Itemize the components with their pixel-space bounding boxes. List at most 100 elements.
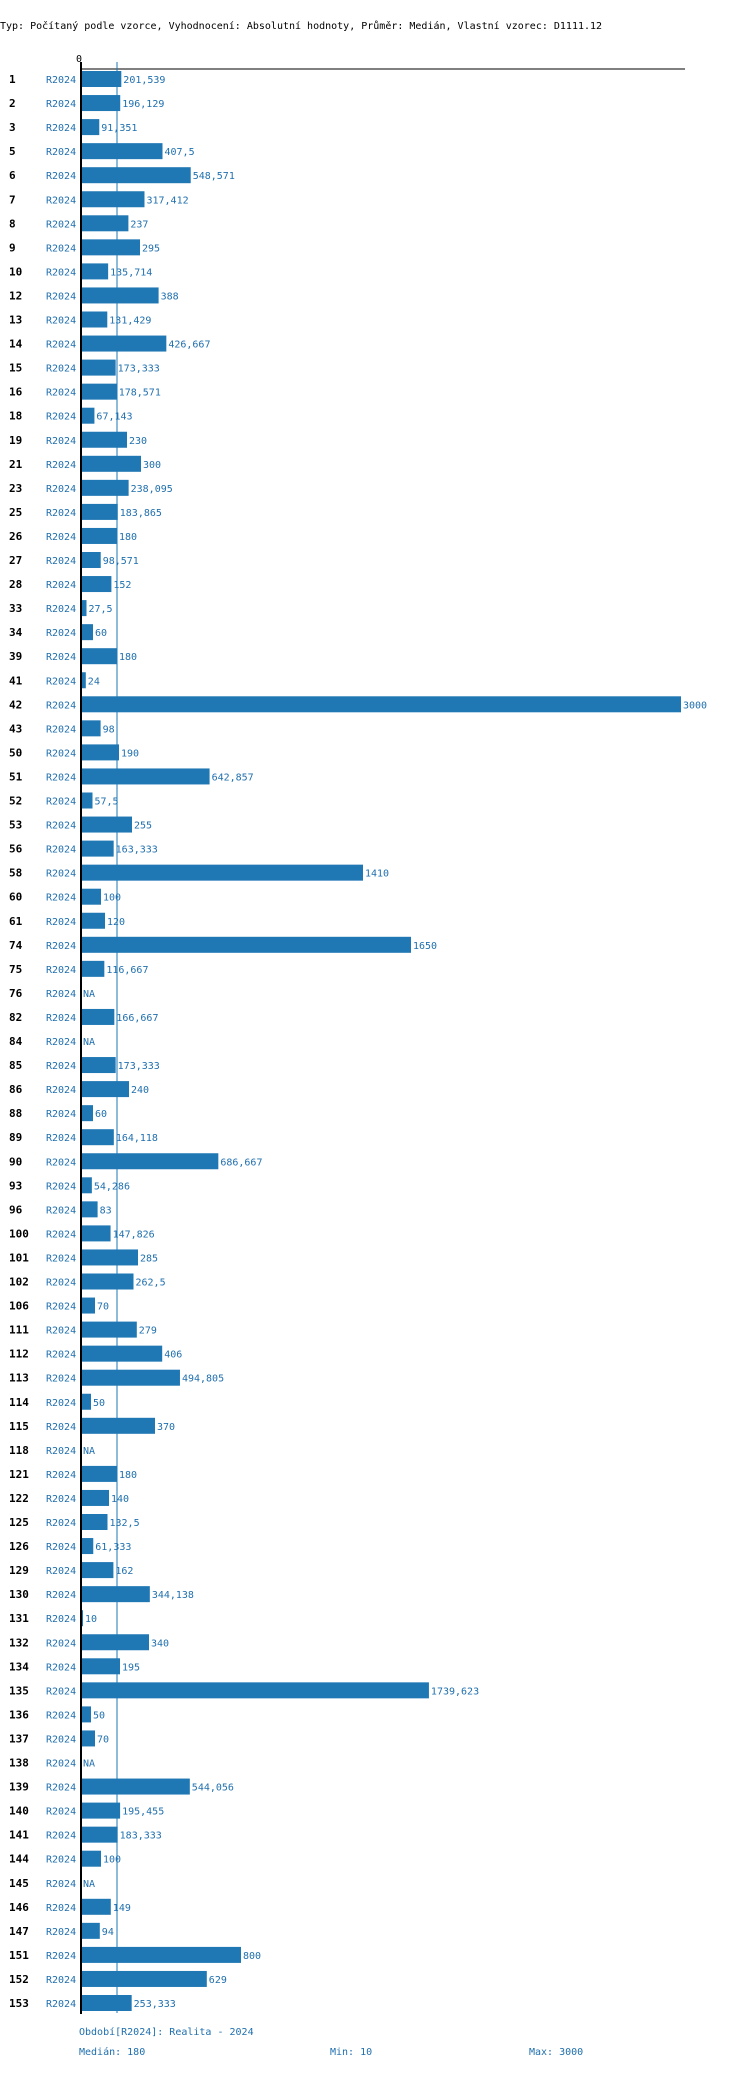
bar-13	[81, 311, 108, 328]
row-id-label: 3	[9, 121, 16, 134]
data-label-7: 317,412	[146, 195, 188, 206]
bar-26	[81, 527, 117, 544]
row-series-label: R2024	[46, 1181, 76, 1192]
bar-114	[81, 1393, 91, 1410]
row-id-label: 114	[9, 1396, 29, 1409]
row-id-label: 74	[9, 939, 23, 952]
row-series-label: R2024	[46, 1398, 76, 1409]
bar-134	[81, 1658, 120, 1675]
row-series-label: R2024	[46, 364, 76, 375]
row-id-label: 112	[9, 1348, 29, 1361]
row-id-label: 16	[9, 386, 23, 399]
data-label-51: 642,857	[212, 772, 254, 783]
row-id-label: 82	[9, 1011, 22, 1024]
data-label-144: 100	[103, 1855, 121, 1866]
data-label-3: 91,351	[101, 123, 137, 134]
bar-136	[81, 1706, 91, 1723]
bar-144	[81, 1850, 101, 1867]
data-label-153: 253,333	[134, 1999, 176, 2010]
data-label-106: 70	[97, 1302, 109, 1313]
bar-61	[81, 912, 105, 929]
row-series-label: R2024	[46, 99, 76, 110]
bar-8	[81, 215, 129, 232]
row-series-label: R2024	[46, 1759, 76, 1770]
bar-132	[81, 1634, 149, 1651]
row-series-label: R2024	[46, 195, 76, 206]
row-series-label: R2024	[46, 1350, 76, 1361]
row-series-label: R2024	[46, 219, 76, 230]
bar-60	[81, 888, 101, 905]
row-id-label: 122	[9, 1492, 29, 1505]
bar-102	[81, 1273, 134, 1290]
data-label-113: 494,805	[182, 1374, 224, 1385]
data-label-129: 162	[115, 1566, 133, 1577]
bar-100	[81, 1225, 111, 1242]
row-series-label: R2024	[46, 797, 76, 808]
bar-82	[81, 1008, 115, 1025]
row-id-label: 8	[9, 217, 16, 230]
bar-74	[81, 936, 411, 953]
bar-115	[81, 1417, 155, 1434]
row-series-label: R2024	[46, 123, 76, 134]
row-id-label: 41	[9, 674, 23, 687]
data-label-26: 180	[119, 532, 137, 543]
bar-129	[81, 1562, 114, 1579]
row-series-label: R2024	[46, 460, 76, 471]
bar-56	[81, 840, 114, 857]
data-label-140: 195,455	[122, 1807, 164, 1818]
data-label-28: 152	[113, 580, 131, 591]
row-id-label: 106	[9, 1300, 29, 1313]
row-series-label: R2024	[46, 604, 76, 615]
row-series-label: R2024	[46, 1278, 76, 1289]
row-id-label: 52	[9, 795, 22, 808]
row-id-label: 23	[9, 482, 22, 495]
data-label-114: 50	[93, 1398, 105, 1409]
row-series-label: R2024	[46, 291, 76, 302]
row-id-label: 76	[9, 987, 23, 1000]
row-series-label: R2024	[46, 1566, 76, 1577]
bar-101	[81, 1249, 138, 1266]
row-id-label: 102	[9, 1276, 29, 1289]
row-series-label: R2024	[46, 412, 76, 423]
row-series-label: R2024	[46, 267, 76, 278]
row-series-label: R2024	[46, 821, 76, 832]
bar-23	[81, 479, 129, 496]
bar-106	[81, 1297, 95, 1314]
row-series-label: R2024	[46, 1879, 76, 1890]
bar-88	[81, 1105, 93, 1122]
data-label-130: 344,138	[152, 1590, 194, 1601]
bar-75	[81, 960, 105, 977]
bar-125	[81, 1514, 108, 1530]
row-id-label: 126	[9, 1540, 29, 1553]
row-id-label: 132	[9, 1636, 29, 1649]
data-label-18: 67,143	[96, 412, 132, 423]
bar-90	[81, 1153, 219, 1170]
data-label-33: 27,5	[89, 604, 113, 615]
row-series-label: R2024	[46, 628, 76, 639]
row-id-label: 7	[9, 193, 16, 206]
data-label-1: 201,539	[123, 75, 165, 86]
row-id-label: 118	[9, 1444, 29, 1457]
bar-39	[81, 648, 117, 665]
row-id-label: 147	[9, 1925, 29, 1938]
row-series-label: R2024	[46, 1638, 76, 1649]
data-label-121: 180	[119, 1470, 137, 1481]
row-series-label: R2024	[46, 147, 76, 158]
row-id-label: 15	[9, 362, 22, 375]
data-label-76: NA	[83, 989, 95, 1000]
row-id-label: 75	[9, 963, 22, 976]
bar-15	[81, 359, 116, 376]
row-series-label: R2024	[46, 893, 76, 904]
row-series-label: R2024	[46, 748, 76, 759]
row-id-label: 6	[9, 169, 16, 182]
data-label-112: 406	[164, 1350, 182, 1361]
data-label-126: 61,333	[95, 1542, 131, 1553]
data-label-2: 196,129	[122, 99, 164, 110]
bar-41	[81, 672, 86, 689]
row-series-label: R2024	[46, 869, 76, 880]
data-label-61: 120	[107, 917, 125, 928]
row-series-label: R2024	[46, 700, 76, 711]
row-series-label: R2024	[46, 1686, 76, 1697]
row-series-label: R2024	[46, 772, 76, 783]
data-label-10: 135,714	[110, 267, 152, 278]
